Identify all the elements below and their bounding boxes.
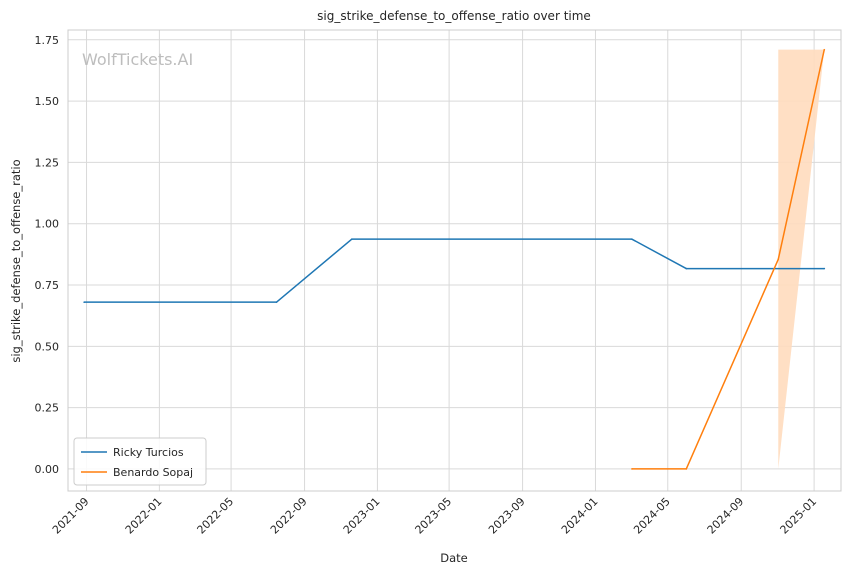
x-tick-label-3: 2022-09 [268, 495, 310, 537]
y-tick-label-6: 1.50 [35, 95, 60, 108]
plot-area [68, 30, 841, 491]
legend-box [73, 437, 207, 486]
x-tick-label-5: 2023-05 [413, 495, 455, 537]
data-point-ricky-turcios-5 [823, 267, 826, 270]
x-tick-label-9: 2024-09 [705, 495, 747, 537]
confidence-bands [778, 49, 825, 469]
data-point-ricky-turcios-1 [275, 301, 278, 303]
series-line-ricky-turcios [84, 238, 825, 303]
x-tick-label-7: 2024-01 [559, 495, 601, 537]
data-point-benardo-sopaj-1 [685, 468, 688, 470]
x-tick-label-6: 2023-09 [486, 495, 528, 537]
chart-title: sig_strike_defense_to_offense_ratio over… [317, 9, 591, 23]
y-tick-label-2: 0.50 [35, 340, 60, 353]
y-tick-label-0: 0.00 [35, 463, 60, 476]
x-tick-label-2: 2022-05 [195, 495, 237, 537]
x-tick-label-8: 2024-05 [631, 495, 673, 537]
series-line-benardo-sopaj [631, 49, 826, 470]
legend-label-ricky-turcios: Ricky Turcios [113, 446, 184, 459]
data-point-ricky-turcios-0 [83, 301, 85, 303]
data-point-ricky-turcios-4 [685, 267, 688, 270]
band-benardo-sopaj [778, 49, 825, 469]
series-lines [83, 48, 826, 470]
watermark: WolfTickets.AI [82, 50, 193, 69]
legend-label-benardo-sopaj: Benardo Sopaj [113, 466, 193, 479]
x-axis-title: Date [440, 551, 468, 565]
y-tick-label-1: 0.25 [35, 402, 60, 415]
x-tick-label-1: 2022-01 [123, 495, 165, 537]
data-point-benardo-sopaj-3 [823, 48, 826, 51]
data-point-ricky-turcios-3 [631, 238, 633, 240]
x-tick-label-4: 2023-01 [341, 495, 383, 537]
data-point-benardo-sopaj-0 [631, 468, 633, 470]
legend: Ricky Turcios Benardo Sopaj [73, 437, 207, 486]
x-tick-label-0: 2021-09 [50, 495, 92, 537]
x-tick-label-10: 2025-01 [778, 495, 820, 537]
y-tick-label-5: 1.25 [35, 156, 60, 169]
plot-frame [67, 29, 842, 492]
data-point-benardo-sopaj-2 [777, 258, 780, 261]
y-tick-label-4: 1.00 [35, 218, 60, 231]
y-tick-label-3: 0.75 [35, 279, 60, 292]
y-tick-label-7: 1.75 [35, 34, 60, 47]
grid [68, 30, 841, 491]
y-axis-title: sig_strike_defense_to_offense_ratio [9, 159, 23, 362]
data-point-ricky-turcios-2 [350, 238, 353, 240]
